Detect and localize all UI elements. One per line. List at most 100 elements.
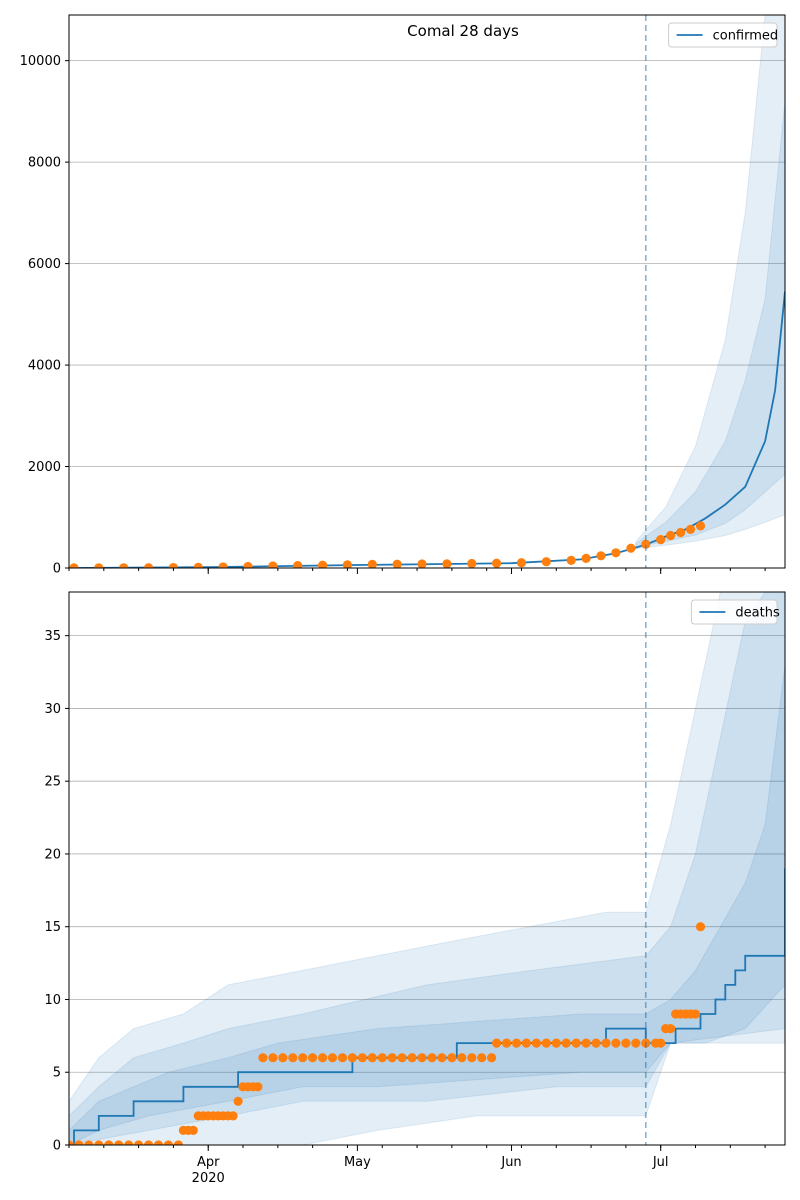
p0-confirmed-band-outer	[635, 15, 785, 550]
p1-observed-point-42	[397, 1053, 407, 1063]
p1-observed-point-3	[94, 1140, 104, 1145]
p1-y-tick-label-1: 5	[53, 1066, 61, 1081]
p1-observed-point-27	[253, 1082, 263, 1092]
p1-observed-point-1	[74, 1140, 84, 1145]
p0-y-tick-label-0: 0	[53, 562, 61, 577]
p0-observed-point-11	[342, 560, 352, 568]
p1-observed-point-56	[531, 1038, 542, 1048]
p0-plot-area	[69, 15, 785, 568]
confirmed-panel: 0 2000 4000 6000 8000 10000 Comal 28 days confi…	[20, 14, 786, 577]
p1-observed-point-52	[492, 1038, 502, 1048]
p1-observed-point-49	[467, 1053, 477, 1063]
p0-observed-point-14	[417, 559, 427, 568]
p0-observed-point-0	[69, 563, 79, 568]
p1-x-tick-label-2: Jun	[500, 1155, 521, 1170]
p1-plot-area	[69, 592, 785, 1145]
p1-observed-point-41	[387, 1053, 397, 1063]
p1-observed-point-53	[502, 1038, 512, 1048]
p0-observed-point-22	[596, 551, 606, 561]
p1-legend	[690, 599, 778, 625]
p0-confirmed-line	[69, 291, 785, 568]
p0-y-tick-label-2: 4000	[28, 359, 61, 374]
p0-y-tick-label-4: 8000	[28, 156, 61, 171]
p1-observed-point-29	[268, 1053, 278, 1063]
p1-observed-point-76	[690, 1009, 701, 1019]
p0-observed-point-5	[193, 562, 203, 568]
p1-x-tick-label-3: Jul	[652, 1155, 669, 1170]
p1-observed-point-71	[666, 1024, 676, 1034]
p1-observed-point-8	[144, 1140, 154, 1145]
p1-observed-point-37	[347, 1053, 357, 1063]
p0-observed-point-1	[94, 563, 104, 568]
p1-observed-point-62	[591, 1038, 601, 1048]
p0-observed-point-19	[541, 557, 551, 567]
p0-observed-point-26	[656, 535, 666, 545]
p0-observed-point-8	[268, 561, 278, 568]
p1-observed-point-47	[447, 1053, 457, 1063]
p1-y-tick-label-4: 20	[44, 847, 61, 862]
p1-observed-point-43	[407, 1053, 417, 1063]
p1-observed-point-66	[631, 1038, 641, 1048]
p0-observed-point-23	[611, 548, 621, 558]
p1-x-tick-label-0: Apr	[197, 1155, 220, 1170]
p1-observed-point-0	[69, 1140, 74, 1145]
p1-observed-point-39	[367, 1053, 377, 1063]
p1-observed-point-69	[656, 1038, 666, 1048]
p1-observed-point-9	[153, 1140, 164, 1145]
p1-observed-point-65	[621, 1038, 631, 1048]
p1-observed-point-64	[611, 1038, 621, 1048]
p1-observed-point-44	[417, 1053, 427, 1063]
p1-deaths-band-50	[69, 664, 785, 1145]
p0-observed-point-20	[566, 555, 576, 566]
p1-observed-point-5	[114, 1140, 124, 1145]
p0-observed-point-10	[318, 560, 328, 568]
p1-observed-point-6	[124, 1140, 134, 1145]
p0-y-tick-label-1: 2000	[28, 460, 61, 475]
p0-confirmed-band-inner	[635, 101, 785, 548]
p1-y-tick-label-0: 0	[53, 1139, 61, 1154]
p1-observed-point-57	[541, 1038, 551, 1048]
p1-x-tick-label-0: 2020	[192, 1171, 225, 1186]
p0-y-tick-label-3: 6000	[28, 257, 61, 272]
p0-chart-title: Comal 28 days	[407, 22, 519, 40]
p1-observed-point-60	[571, 1038, 581, 1048]
p0-observed-point-7	[243, 561, 253, 568]
p1-observed-point-33	[308, 1053, 318, 1063]
p0-observed-point-16	[467, 558, 477, 568]
p1-observed-point-46	[437, 1053, 447, 1063]
p0-observed-point-18	[516, 558, 527, 568]
p1-observed-point-31	[288, 1053, 298, 1063]
p1-observed-point-77	[695, 922, 706, 932]
p1-y-tick-label-7: 35	[44, 629, 61, 644]
p1-observed-point-4	[104, 1140, 114, 1145]
p1-observed-point-11	[173, 1140, 183, 1145]
p1-observed-point-32	[298, 1053, 308, 1063]
p1-observed-point-58	[551, 1038, 561, 1048]
p0-observed-point-4	[168, 563, 178, 568]
p0-observed-point-3	[144, 563, 154, 568]
p0-observed-point-6	[218, 562, 228, 568]
p0-observed-point-29	[685, 524, 696, 535]
p1-observed-point-30	[278, 1053, 288, 1063]
p1-observed-point-55	[521, 1038, 532, 1048]
p0-observed-point-27	[666, 530, 676, 541]
p1-observed-point-14	[188, 1125, 198, 1135]
p1-x-tick-label-1: May	[344, 1155, 371, 1170]
p1-observed-point-40	[377, 1053, 387, 1063]
p1-observed-point-54	[511, 1038, 522, 1048]
p1-observed-point-38	[357, 1053, 367, 1063]
p1-observed-point-34	[318, 1053, 328, 1063]
p1-observed-point-63	[601, 1038, 611, 1048]
p0-observed-point-28	[676, 527, 686, 538]
p0-observed-point-12	[367, 559, 377, 568]
p0-axes-frame	[68, 14, 786, 569]
p1-y-tick-label-2: 10	[44, 993, 61, 1008]
p1-observed-point-61	[581, 1038, 591, 1048]
p1-observed-point-2	[84, 1140, 94, 1145]
p1-observed-point-36	[337, 1053, 348, 1063]
p0-y-tick-label-5: 10000	[20, 54, 61, 69]
p1-observed-point-59	[561, 1038, 571, 1048]
p1-observed-point-23	[233, 1096, 243, 1106]
